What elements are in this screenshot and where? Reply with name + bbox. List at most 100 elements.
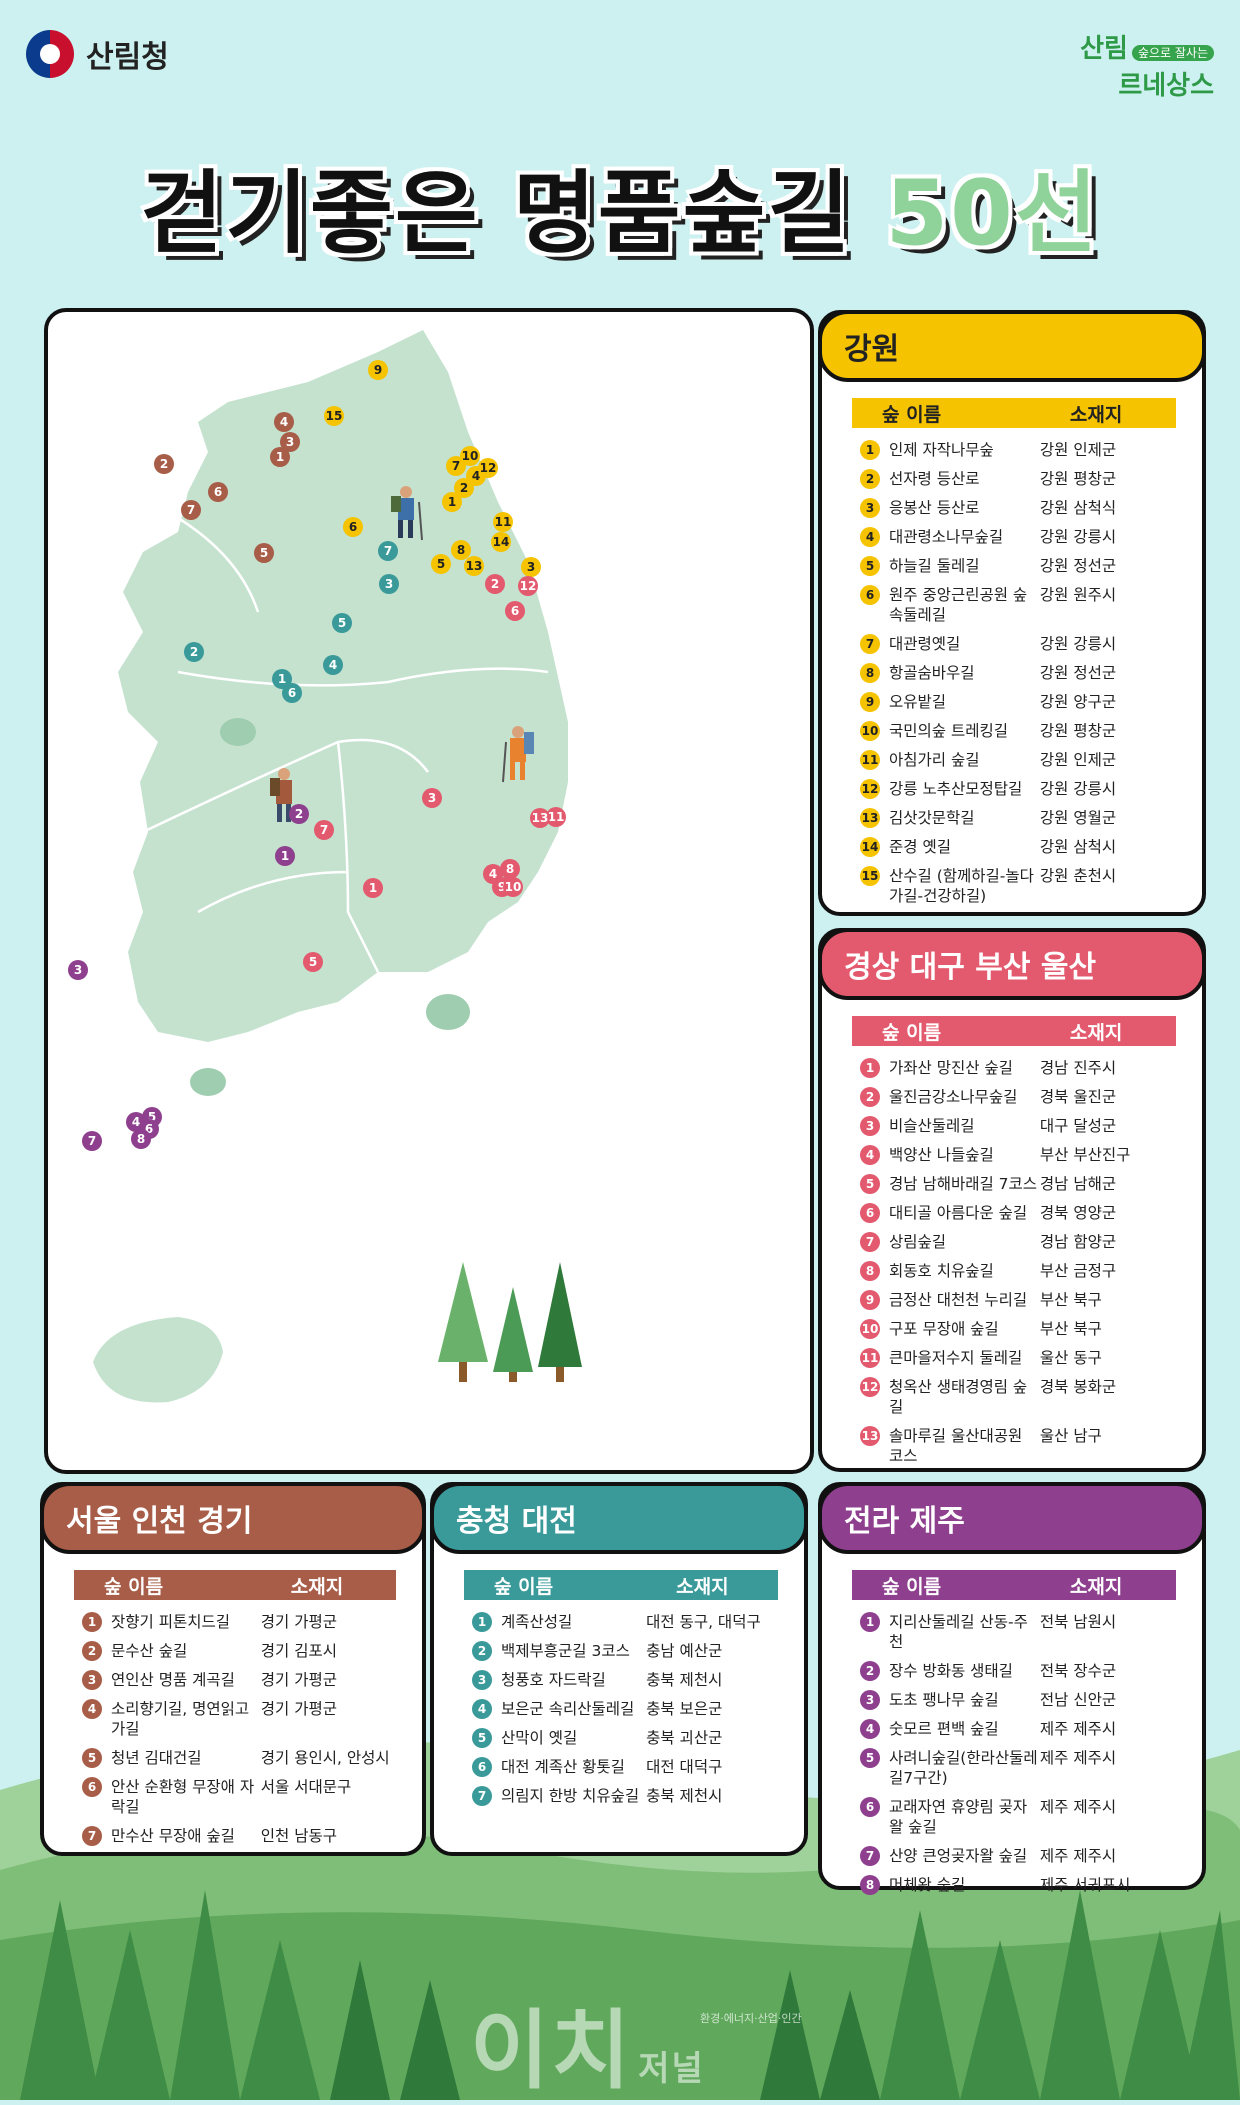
trail-name: 큰마을저수지 둘레길 [889, 1349, 1023, 1367]
trail-number-badge: 11 [860, 750, 880, 770]
map-pin-chungcheong-6: 6 [282, 683, 302, 703]
trail-location: 경북 영양군 [1039, 1204, 1117, 1222]
hiker-illustration-3 [270, 768, 292, 822]
trail-name: 경남 남해바래길 7코스 [889, 1175, 1038, 1193]
trail-number-badge: 2 [860, 1087, 880, 1107]
trail-name: 백제부흥군길 3코스 [501, 1642, 630, 1660]
trail-row: 2 장수 방화동 생태길 전북 장수군 [852, 1657, 1176, 1686]
watermark-sub: 환경·에너지·산업·인간 [700, 2012, 802, 2025]
trail-name: 국민의숲 트레킹길 [889, 722, 1009, 740]
map-pin-seoul-6: 6 [208, 482, 228, 502]
trail-name: 사려니숲길(한라산둘레길7구간) [889, 1749, 1038, 1787]
trail-name: 대전 계족산 황톳길 [501, 1758, 625, 1776]
campaign-sub: 르네상스 [1118, 71, 1214, 101]
map-pin-seoul-4: 4 [274, 412, 294, 432]
trail-row: 3 도초 팽나무 숲길 전남 신안군 [852, 1686, 1176, 1715]
trail-location: 경기 용인시, 안성시 [260, 1749, 390, 1767]
trail-row: 12 청옥산 생태경영림 숲길 경북 봉화군 [852, 1373, 1176, 1422]
trail-name: 청풍호 자드락길 [501, 1671, 606, 1689]
trail-number-badge: 8 [860, 1261, 880, 1281]
gyeongsang-table-header: 숲 이름 소재지 [852, 1016, 1176, 1046]
trail-location: 경남 함양군 [1039, 1233, 1117, 1251]
map-pin-seoul-3: 3 [280, 432, 300, 452]
trail-number-badge: 5 [472, 1728, 492, 1748]
trail-number-badge: 13 [860, 808, 880, 828]
trail-number-badge: 3 [860, 1690, 880, 1710]
trail-name: 대관령옛길 [889, 635, 961, 653]
trail-row: 5 경남 남해바래길 7코스 경남 남해군 [852, 1170, 1176, 1199]
trail-location: 경기 가평군 [260, 1671, 337, 1689]
map-pin-gangwon-8: 8 [451, 540, 471, 560]
page-title-main: 걷기좋은 명품숲길 [140, 161, 853, 266]
trail-name: 머체왓 숲길 [889, 1876, 966, 1894]
trail-location: 서울 서대문구 [260, 1778, 352, 1796]
korea-map [93, 330, 582, 1403]
trail-location: 제주 제주시 [1039, 1720, 1117, 1738]
trail-location: 강원 정선군 [1039, 664, 1117, 682]
trail-row: 6 원주 중앙근린공원 숲속둘레길 강원 원주시 [852, 581, 1176, 630]
chungcheong-table-header: 숲 이름 소재지 [464, 1570, 778, 1600]
trail-row: 3 응봉산 등산로 강원 삼척식 [852, 494, 1176, 523]
trail-row: 1 가좌산 망진산 숲길 경남 진주시 [852, 1054, 1176, 1083]
trail-location: 경북 봉화군 [1039, 1378, 1117, 1396]
gangwon-panel-title: 강원 [818, 310, 1206, 382]
trail-location: 경기 김포시 [260, 1642, 337, 1660]
page-title: 걷기좋은 명품숲길 50선 [0, 140, 1240, 270]
trail-row: 7 상림숲길 경남 함양군 [852, 1228, 1176, 1257]
trail-number-badge: 8 [860, 1875, 880, 1895]
trail-row: 6 대전 계족산 황톳길 대전 대덕구 [464, 1753, 778, 1782]
trail-row: 7 만수산 무장애 숲길 인천 남동구 [74, 1822, 396, 1851]
trail-row: 4 보은군 속리산둘레길 충북 보은군 [464, 1695, 778, 1724]
trail-name: 만수산 무장애 숲길 [111, 1827, 235, 1845]
trail-location: 부산 금정구 [1039, 1262, 1117, 1280]
trail-name: 백양산 나들숲길 [889, 1146, 994, 1164]
trail-row: 7 대관령옛길 강원 강릉시 [852, 630, 1176, 659]
trail-number-badge: 5 [860, 556, 880, 576]
trail-name: 숫모르 편백 숲길 [889, 1720, 999, 1738]
taegeuk-emblem-icon [26, 30, 74, 78]
trail-number-badge: 6 [860, 1797, 880, 1817]
trail-location: 충북 괴산군 [646, 1729, 723, 1747]
hiker-illustration-2 [502, 726, 534, 783]
trail-number-badge: 7 [860, 1846, 880, 1866]
map-pin-seoul-1: 1 [270, 447, 290, 467]
trail-row: 8 회동호 치유숲길 부산 금정구 [852, 1257, 1176, 1286]
trail-location: 강원 정선군 [1039, 557, 1117, 575]
trail-row: 6 대티골 아름다운 숲길 경북 영양군 [852, 1199, 1176, 1228]
map-pin-gyeongsang-3: 3 [422, 788, 442, 808]
trail-row: 8 머체왓 숲길 제주 서귀포시 [852, 1871, 1176, 1900]
header-name: 숲 이름 [882, 1575, 942, 1598]
trail-row: 2 백제부흥군길 3코스 충남 예산군 [464, 1637, 778, 1666]
map-pin-gyeongsang-7: 7 [314, 820, 334, 840]
trail-row: 10 국민의숲 트레킹길 강원 평창군 [852, 717, 1176, 746]
trail-number-badge: 6 [860, 1203, 880, 1223]
trail-number-badge: 3 [860, 498, 880, 518]
campaign-badge: 숲으로 잘사는 [1131, 45, 1214, 61]
campaign-logo: 산림 숲으로 잘사는 르네상스 [1080, 28, 1214, 102]
jeolla-panel: 전라 제주 숲 이름 소재지 1 지리산둘레길 산동-주천 전북 남원시 2 장수 방화… [818, 1482, 1206, 1895]
map-pin-chungcheong-5: 5 [332, 613, 352, 633]
trail-row: 9 금정산 대천천 누리길 부산 북구 [852, 1286, 1176, 1315]
trail-name: 오유밭길 [889, 693, 947, 711]
trail-location: 충남 예산군 [646, 1642, 723, 1660]
trail-row: 15 산수길 (함께하길-놀다가길-건강하길) 강원 춘천시 [852, 862, 1176, 911]
trail-name: 항골숨바우길 [889, 664, 975, 682]
header-location: 소재지 [1069, 1575, 1123, 1598]
trail-name: 울진금강소나무숲길 [889, 1088, 1018, 1106]
map-pin-chungcheong-2: 2 [184, 642, 204, 662]
trail-name: 하늘길 둘레길 [889, 557, 980, 575]
trail-row: 2 문수산 숲길 경기 김포시 [74, 1637, 396, 1666]
map-pin-gangwon-13: 13 [464, 556, 484, 576]
trail-row: 5 사려니숲길(한라산둘레길7구간) 제주 제주시 [852, 1744, 1176, 1793]
gyeongsang-panel: 경상 대구 부산 울산 숲 이름 소재지 1 가좌산 망진산 숲길 경남 진주시 2 울… [818, 928, 1206, 1472]
org-name: 산림청 [86, 40, 169, 75]
header-location: 소재지 [1069, 1021, 1123, 1044]
trail-row: 7 의림지 한방 치유숲길 충북 제천시 [464, 1782, 778, 1811]
trail-location: 부산 북구 [1039, 1320, 1102, 1338]
map-pin-gyeongsang-5: 5 [303, 952, 323, 972]
trail-row: 1 인제 자작나무숲 강원 인제군 [852, 436, 1176, 465]
trail-number-badge: 3 [860, 1116, 880, 1136]
trail-location: 대전 대덕구 [646, 1758, 723, 1776]
trail-location: 경기 가평군 [260, 1613, 337, 1631]
trail-row: 3 청풍호 자드락길 충북 제천시 [464, 1666, 778, 1695]
